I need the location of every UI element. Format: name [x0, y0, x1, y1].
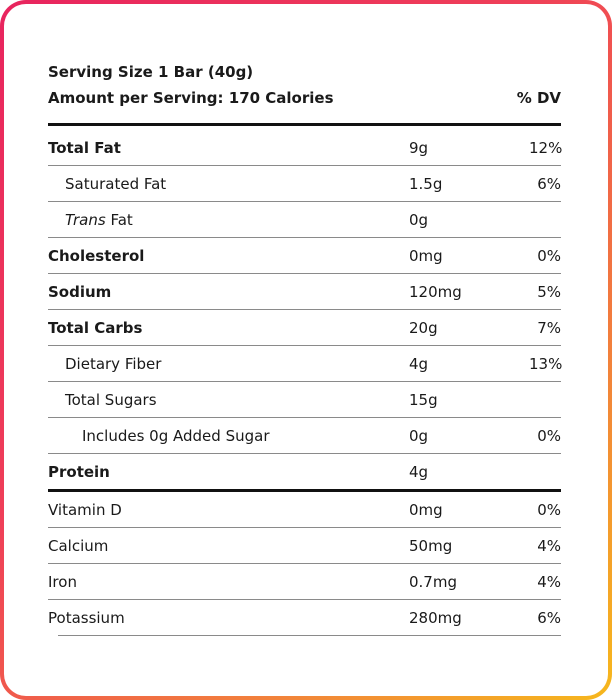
nutrient-dv: 13%: [529, 354, 563, 373]
nutrient-amount: 20g: [409, 318, 438, 337]
nutrient-amount: 0g: [409, 426, 429, 445]
nutrient-name: Sodium: [48, 282, 112, 301]
nutrient-amount: 9g: [409, 138, 429, 157]
nutrient-dv: 0%: [537, 426, 561, 445]
amount-row: Amount per Serving: 170 Calories % DV: [48, 83, 561, 113]
nutrient-row: Saturated Fat 1.5g 6%: [48, 166, 561, 202]
nutrient-dv: 6%: [537, 174, 561, 193]
trans-italic: Trans: [65, 210, 106, 229]
vitamin-row: Iron 0.7mg 4%: [48, 564, 561, 600]
header-rule: [48, 123, 561, 126]
nutrient-row: Total Fat 9g 12%: [48, 130, 563, 166]
vitamin-name: Vitamin D: [48, 500, 122, 519]
vitamin-dv: 0%: [537, 500, 561, 519]
nutrient-row: Total Carbs 20g 7%: [48, 310, 561, 346]
vitamin-row: Vitamin D 0mg 0%: [48, 492, 561, 528]
nutrient-row: Total Sugars 15g: [48, 382, 561, 418]
nutrient-name: Total Carbs: [48, 318, 143, 337]
vitamin-row: Calcium 50mg 4%: [48, 528, 561, 564]
nutrition-panel: Serving Size 1 Bar (40g) Amount per Serv…: [4, 4, 608, 696]
nutrient-name: Trans Fat: [48, 211, 409, 229]
nutrient-row: Protein 4g: [48, 454, 561, 492]
nutrient-amount: 0mg: [409, 246, 443, 265]
vitamin-amount: 50mg: [409, 536, 453, 555]
amount-per-serving: Amount per Serving: 170 Calories: [48, 89, 334, 107]
nutrient-amount: 4g: [409, 462, 429, 481]
nutrient-name: Total Fat: [48, 138, 121, 157]
nutrient-amount: 15g: [409, 390, 438, 409]
vitamin-row: Potassium 280mg 6%: [48, 600, 561, 635]
nutrient-amount: 0g: [409, 210, 429, 229]
nutrient-row: Sodium 120mg 5%: [48, 274, 561, 310]
nutrient-name: Protein: [48, 462, 110, 481]
vitamin-amount: 0.7mg: [409, 572, 457, 591]
nutrient-amount: 1.5g: [409, 174, 443, 193]
serving-size: Serving Size 1 Bar (40g): [48, 63, 254, 81]
vitamin-name: Calcium: [48, 536, 109, 555]
nutrient-dv: 5%: [537, 282, 561, 301]
vitamin-name: Potassium: [48, 608, 125, 627]
nutrient-name: Includes 0g Added Sugar: [82, 426, 270, 445]
nutrient-name: Total Sugars: [65, 390, 157, 409]
vitamin-amount: 0mg: [409, 500, 443, 519]
nutrient-row: Trans Fat 0g: [48, 202, 561, 238]
vitamin-amount: 280mg: [409, 608, 462, 627]
nutrient-row: Cholesterol 0mg 0%: [48, 238, 561, 274]
nutrient-dv: 0%: [537, 246, 561, 265]
nutrient-dv: 7%: [537, 318, 561, 337]
nutrient-row: Includes 0g Added Sugar 0g 0%: [48, 418, 561, 454]
nutrient-amount: 120mg: [409, 282, 462, 301]
nutrient-row: Dietary Fiber 4g 13%: [48, 346, 563, 382]
vitamin-dv: 4%: [537, 572, 561, 591]
vitamin-name: Iron: [48, 572, 77, 591]
nutrient-amount: 4g: [409, 354, 429, 373]
trans-rest: Fat: [105, 210, 133, 229]
bottom-rule: [58, 635, 561, 636]
nutrient-name: Dietary Fiber: [65, 354, 162, 373]
dv-header: % DV: [516, 89, 561, 107]
nutrient-name: Cholesterol: [48, 246, 145, 265]
vitamin-dv: 4%: [537, 536, 561, 555]
nutrition-header: Serving Size 1 Bar (40g) Amount per Serv…: [48, 61, 561, 126]
nutrient-dv: 12%: [529, 138, 563, 157]
vitamin-dv: 6%: [537, 608, 561, 627]
nutrient-table: Total Fat 9g 12% Saturated Fat 1.5g 6% T…: [48, 130, 563, 636]
nutrient-name: Saturated Fat: [65, 174, 167, 193]
